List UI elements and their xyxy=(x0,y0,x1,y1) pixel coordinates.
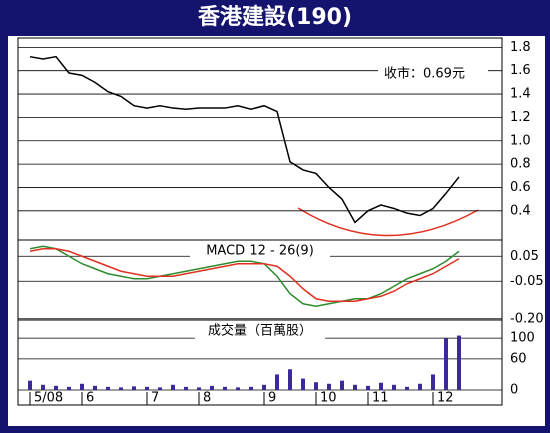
x-tick-label: 6 xyxy=(86,391,94,406)
bar xyxy=(67,386,71,390)
chart-title: 香港建設(190) xyxy=(198,4,352,30)
bar xyxy=(236,387,240,390)
bar xyxy=(93,385,97,390)
bar xyxy=(327,383,331,390)
bar xyxy=(379,382,383,390)
y-tick-label: 0.6 xyxy=(510,180,531,195)
y-tick-label: 0.4 xyxy=(510,203,531,218)
bar xyxy=(132,386,136,390)
y-tick-label: 1.2 xyxy=(510,110,531,125)
annotation-box xyxy=(378,64,488,84)
bar xyxy=(210,385,214,390)
data-line xyxy=(29,55,460,224)
y-tick-label: 1.4 xyxy=(510,87,531,102)
y-tick-label: 0.05 xyxy=(510,249,539,264)
x-tick-label: 12 xyxy=(437,391,454,406)
bar xyxy=(197,387,201,390)
bar xyxy=(249,386,253,390)
bar xyxy=(145,386,149,390)
y-tick-label: 100 xyxy=(510,331,535,346)
y-tick-label: -0.05 xyxy=(510,274,544,289)
bar xyxy=(106,386,110,390)
data-line xyxy=(29,248,460,302)
bar xyxy=(418,383,422,390)
bar xyxy=(223,386,227,390)
bar xyxy=(431,374,435,390)
bar xyxy=(80,383,84,390)
bar xyxy=(301,378,305,390)
bar xyxy=(314,382,318,390)
bar xyxy=(158,387,162,390)
title-bg xyxy=(190,243,330,259)
panel xyxy=(8,36,545,426)
bar xyxy=(405,386,409,390)
y-tick-label: 1.8 xyxy=(510,40,531,55)
title-bg xyxy=(195,323,325,339)
x-tick-label: 10 xyxy=(320,391,337,406)
annotation: 收市：0.69元 xyxy=(384,66,465,82)
bar xyxy=(275,374,279,390)
y-tick-label: 0.8 xyxy=(510,157,531,172)
x-tick-label: 7 xyxy=(151,391,159,406)
bar xyxy=(262,384,266,390)
bar xyxy=(28,380,32,390)
bar xyxy=(457,335,461,390)
y-tick-label: 1.6 xyxy=(510,63,531,78)
bar xyxy=(119,387,123,390)
bar xyxy=(366,385,370,390)
x-tick-label: 8 xyxy=(203,391,211,406)
panel-title: MACD 12 - 26(9) xyxy=(206,244,314,259)
bar xyxy=(340,380,344,390)
y-tick-label: 60 xyxy=(510,351,527,366)
bar xyxy=(171,384,175,390)
x-tick-label: 9 xyxy=(268,391,276,406)
trend-curve xyxy=(297,207,479,237)
data-line xyxy=(29,245,460,308)
y-tick-label: 0 xyxy=(510,383,518,398)
bar xyxy=(288,369,292,390)
bar xyxy=(353,384,357,390)
bar xyxy=(392,384,396,390)
panel-title: 成交量（百萬股） xyxy=(208,323,312,339)
y-tick-label: -0.20 xyxy=(510,311,544,326)
x-tick-label: 11 xyxy=(372,391,389,406)
bar xyxy=(41,384,45,390)
bar xyxy=(184,386,188,390)
bar xyxy=(444,338,448,390)
y-tick-label: 1.0 xyxy=(510,133,531,148)
plot-frame xyxy=(17,37,503,406)
x-tick-label: 5/08 xyxy=(34,391,63,406)
bar xyxy=(54,385,58,390)
